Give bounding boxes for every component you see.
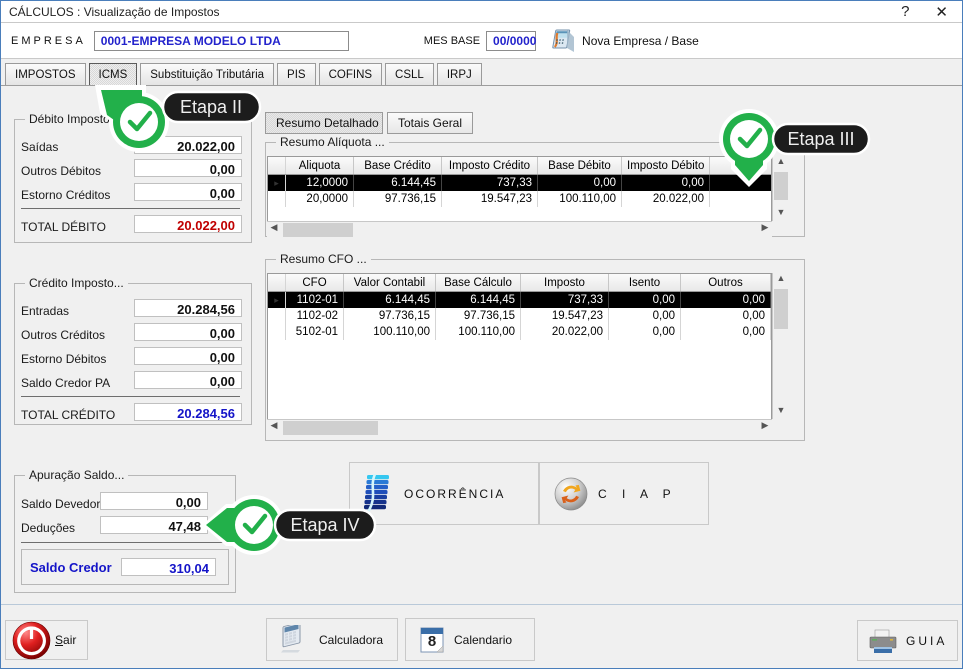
svg-text:8: 8 [428, 633, 436, 650]
svg-text:Etapa III: Etapa III [787, 129, 854, 149]
svg-text:Etapa II: Etapa II [180, 97, 242, 117]
svg-text:Etapa IV: Etapa IV [290, 515, 359, 535]
